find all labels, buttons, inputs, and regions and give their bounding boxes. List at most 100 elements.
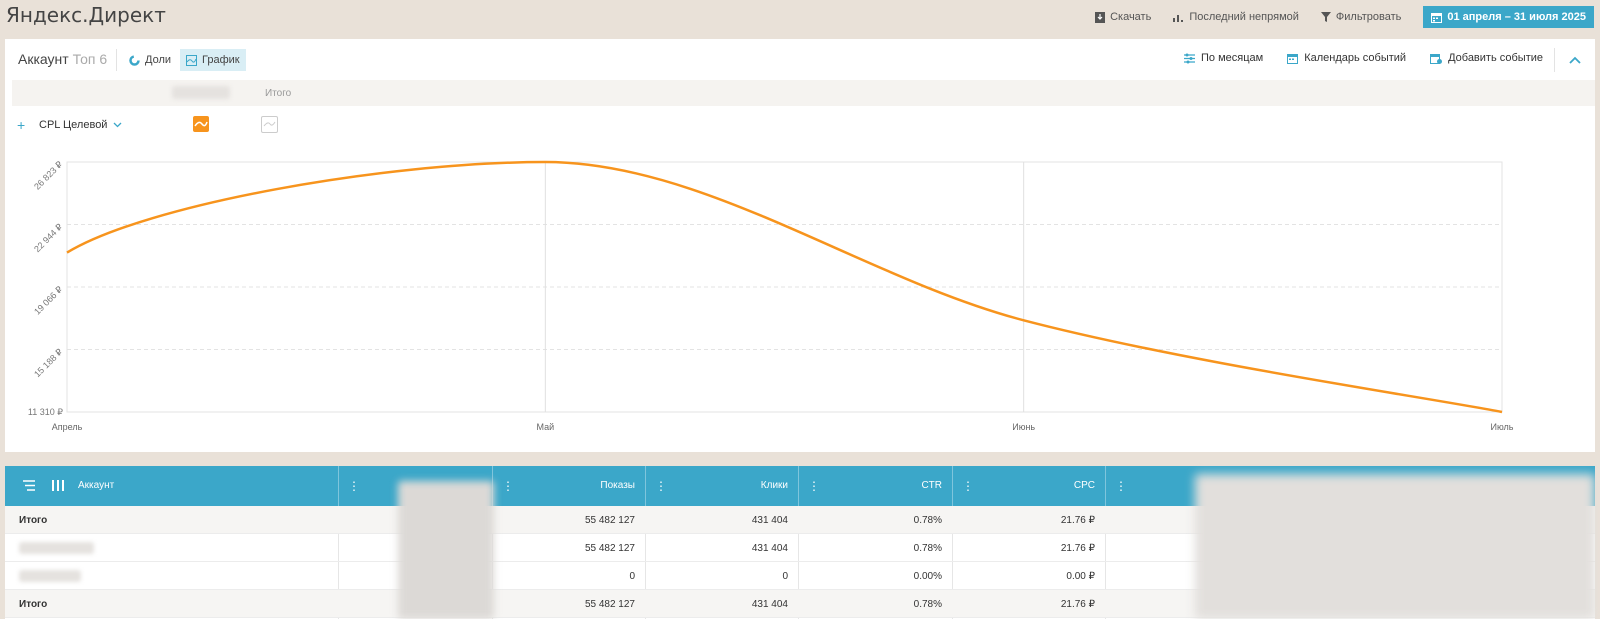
x-tick-label: Апрель	[52, 422, 83, 432]
redacted-column	[398, 481, 494, 619]
download-label: Скачать	[1110, 11, 1152, 23]
shares-toggle[interactable]: Доли	[123, 49, 177, 71]
column-ctr: ⋮ CTR	[798, 466, 952, 506]
by-months-label: По месяцам	[1201, 52, 1264, 64]
by-months-button[interactable]: По месяцам	[1184, 52, 1263, 64]
column-divider	[1105, 506, 1106, 619]
series-line	[66, 160, 1503, 414]
row-clicks: 431 404	[751, 543, 788, 554]
column-divider	[798, 506, 799, 619]
chart-tools: По месяцам Календарь событий Добавить со…	[1184, 52, 1543, 64]
row-cpc: 21.76 ₽	[1060, 543, 1095, 554]
row-cpc: 0.00 ₽	[1066, 571, 1095, 582]
column-redacted: ⋮	[338, 466, 492, 506]
events-calendar-label: Календарь событий	[1304, 52, 1407, 64]
column-menu-icon[interactable]: ⋮	[808, 479, 820, 493]
column-clicks: ⋮ Клики	[645, 466, 798, 506]
column-clicks-label: Клики	[760, 480, 788, 491]
top-bar: Яндекс.Директ Скачать Последний непрямой…	[0, 0, 1600, 38]
column-shows-label: Показы	[600, 480, 635, 491]
date-range-label: 01 апреля – 31 июля 2025	[1447, 11, 1586, 23]
account-title: Аккаунт Топ 6	[18, 51, 107, 67]
redacted-row-name	[19, 542, 94, 554]
metric-row: + CPL Целевой	[5, 111, 605, 139]
row-ctr: 0.00%	[913, 571, 942, 582]
y-tick-label: 19 066 ₽	[32, 284, 65, 317]
filter-icon	[1320, 12, 1331, 22]
chart-toggle[interactable]: График	[180, 49, 246, 71]
date-range-button[interactable]: 01 апреля – 31 июля 2025	[1423, 6, 1594, 28]
add-event-button[interactable]: Добавить событие	[1430, 52, 1543, 64]
x-tick-label: Июнь	[1012, 422, 1035, 432]
calendar-add-icon	[1430, 53, 1443, 64]
column-menu-icon[interactable]: ⋮	[348, 479, 360, 493]
download-button[interactable]: Скачать	[1095, 11, 1151, 23]
total-column-label: Итого	[265, 88, 292, 99]
top-actions: Скачать Последний непрямой Фильтровать 0…	[1095, 6, 1594, 28]
line-chart-icon	[186, 54, 197, 66]
column-menu-icon[interactable]: ⋮	[1115, 479, 1127, 493]
panel-header: Аккаунт Топ 6 Доли График По месяцам Кале…	[5, 39, 1595, 79]
column-divider	[645, 506, 646, 619]
y-tick-label: 11 310 ₽	[28, 407, 63, 417]
y-tick-label: 26 823 ₽	[32, 159, 65, 192]
row-ctr: 0.78%	[913, 515, 942, 526]
column-ctr-label: CTR	[921, 480, 942, 491]
add-event-label: Добавить событие	[1448, 52, 1543, 64]
chevron-up-icon	[1569, 56, 1581, 64]
column-menu-icon[interactable]: ⋮	[502, 479, 514, 493]
header-divider	[798, 466, 799, 506]
header-divider	[338, 466, 339, 506]
attribution-label: Последний непрямой	[1189, 11, 1299, 23]
redacted-columns	[1195, 474, 1595, 619]
header-divider	[1105, 466, 1106, 506]
row-shows: 55 482 127	[584, 543, 635, 554]
row-clicks: 431 404	[751, 599, 788, 610]
top-label: Топ 6	[72, 51, 108, 67]
events-calendar-button[interactable]: Календарь событий	[1287, 52, 1406, 64]
row-name: Итого	[19, 599, 48, 610]
header-divider	[952, 466, 953, 506]
attribution-button[interactable]: Последний непрямой	[1173, 11, 1299, 23]
sort-lines-icon[interactable]	[23, 480, 35, 491]
table-row[interactable]: 55 482 127 431 404 0.78% 21.76 ₽	[5, 534, 1595, 562]
chevron-down-icon	[114, 122, 122, 128]
row-shows: 55 482 127	[584, 599, 635, 610]
column-divider	[338, 506, 339, 619]
column-cpc-label: CPC	[1073, 480, 1095, 491]
metric-selector[interactable]: CPL Целевой	[39, 119, 122, 131]
series-hidden-icon[interactable]	[261, 116, 278, 133]
header-divider	[116, 49, 117, 71]
row-name: Итого	[19, 515, 48, 526]
columns-icon[interactable]	[52, 480, 64, 491]
calendar-icon	[1431, 12, 1443, 23]
header-divider	[645, 466, 646, 506]
row-shows: 0	[629, 571, 635, 582]
pie-chart-icon	[129, 54, 140, 66]
column-cpc: ⋮ CPC	[952, 466, 1105, 506]
y-tick-label: 15 188 ₽	[32, 347, 65, 380]
shares-label: Доли	[145, 54, 172, 66]
y-tick-label: 22 944 ₽	[32, 222, 65, 255]
filter-label: Фильтровать	[1335, 11, 1402, 23]
filter-button[interactable]: Фильтровать	[1320, 11, 1402, 23]
add-metric-icon[interactable]: +	[17, 117, 26, 133]
row-cpc: 21.76 ₽	[1060, 515, 1095, 526]
collapse-button[interactable]	[1554, 48, 1595, 72]
chart-column-header: Итого	[12, 80, 1595, 106]
download-icon	[1095, 11, 1106, 23]
chart-label: График	[202, 54, 240, 66]
table-row[interactable]: 0 0 0.00% 0.00 ₽	[5, 562, 1595, 590]
bar-chart-icon	[1173, 15, 1184, 22]
redacted-account-name	[172, 86, 230, 99]
stats-table: Аккаунт ⋮ ⋮ Показы ⋮ Клики ⋮ CTR ⋮ CPC ⋮	[5, 466, 1595, 619]
app-title: Яндекс.Директ	[6, 3, 166, 27]
column-menu-icon[interactable]: ⋮	[655, 479, 667, 493]
chart-panel: Аккаунт Топ 6 Доли График По месяцам Кале…	[5, 39, 1595, 452]
row-ctr: 0.78%	[913, 543, 942, 554]
row-shows: 55 482 127	[584, 515, 635, 526]
column-menu-icon[interactable]: ⋮	[962, 479, 974, 493]
series-visible-icon[interactable]	[193, 116, 209, 132]
calendar-icon	[1287, 53, 1299, 64]
column-account: Аккаунт	[5, 466, 338, 506]
